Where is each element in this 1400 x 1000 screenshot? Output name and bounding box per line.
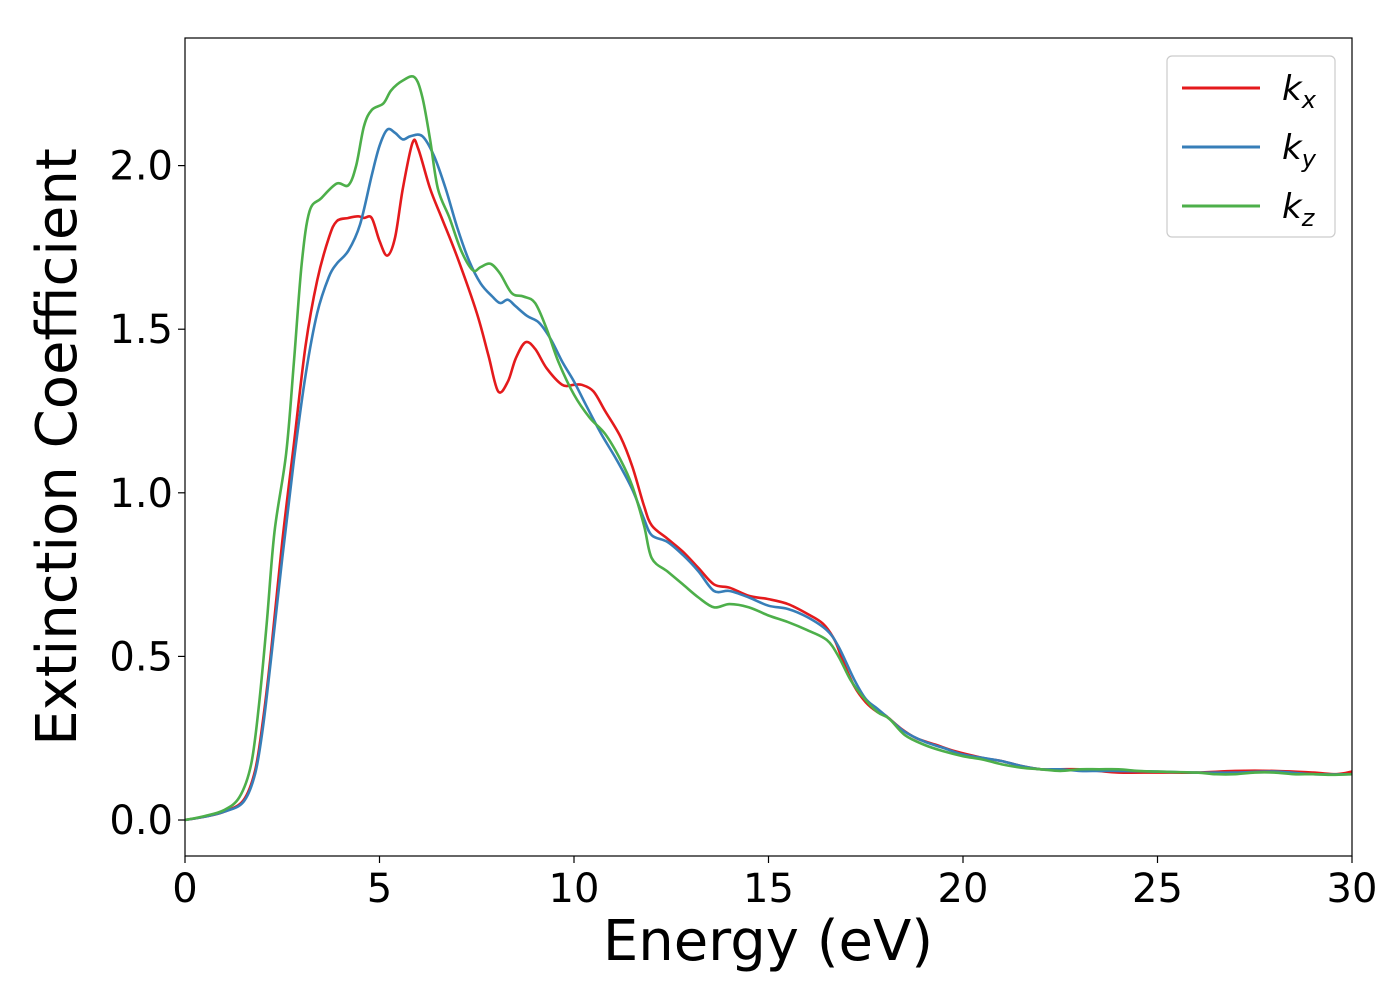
x-tick-label: 15 — [743, 866, 794, 912]
x-axis-ticks: 0 5 10 15 20 25 30 — [172, 856, 1377, 912]
legend-label-kz: kz — [1282, 187, 1316, 232]
x-tick-label: 25 — [1132, 866, 1183, 912]
x-tick-label: 20 — [938, 866, 989, 912]
x-tick-label: 0 — [172, 866, 197, 912]
x-tick-label: 30 — [1327, 866, 1378, 912]
y-tick-label: 1.5 — [109, 307, 173, 353]
x-tick-label: 10 — [549, 866, 600, 912]
x-tick-label: 5 — [367, 866, 392, 912]
legend-label-ky: ky — [1282, 128, 1317, 173]
series-line-kz — [185, 75, 1352, 822]
y-tick-label: 0.5 — [109, 634, 173, 680]
y-axis-ticks: 0.0 0.5 1.0 1.5 2.0 — [109, 144, 185, 844]
y-tick-label: 0.0 — [109, 798, 173, 844]
legend: kx ky kz — [1166, 55, 1336, 238]
y-tick-label: 2.0 — [109, 144, 173, 190]
y-axis-label: Extinction Coefficient — [25, 148, 90, 746]
x-axis-label: Energy (eV) — [603, 909, 933, 974]
y-tick-label: 1.0 — [109, 471, 173, 517]
series-layer — [185, 75, 1352, 822]
legend-label-kx: kx — [1282, 69, 1317, 114]
